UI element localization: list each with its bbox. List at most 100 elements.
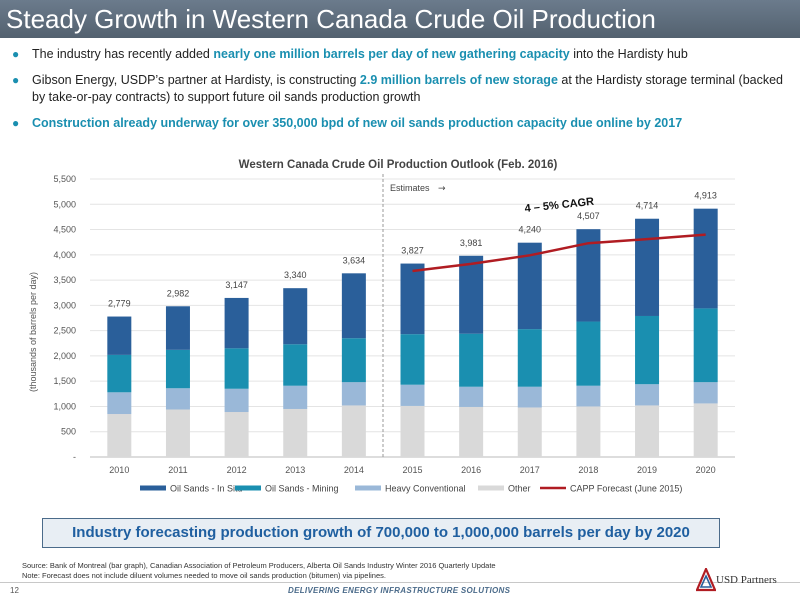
- bullet-icon: ●: [12, 47, 20, 61]
- footer-divider: [0, 582, 800, 583]
- bar-segment: [341, 338, 366, 383]
- bar-total-label: 3,340: [284, 270, 307, 280]
- bar-segment: [224, 388, 249, 413]
- y-tick-label: 3,000: [53, 300, 76, 310]
- x-tick-label: 2016: [461, 465, 481, 475]
- x-tick-label: 2010: [109, 465, 129, 475]
- source-notes: Source: Bank of Montreal (bar graph), Ca…: [22, 561, 496, 581]
- bar-segment: [459, 386, 484, 407]
- bar-segment: [107, 316, 132, 355]
- bar-total-label: 3,981: [460, 238, 483, 248]
- bullet-icon: ●: [12, 116, 20, 130]
- bar-total-label: 3,634: [343, 255, 366, 265]
- x-tick-label: 2011: [168, 465, 187, 475]
- bar-segment: [283, 288, 308, 345]
- bar-segment: [283, 385, 308, 409]
- source-line: Source: Bank of Montreal (bar graph), Ca…: [22, 561, 496, 570]
- bar-segment: [283, 408, 308, 457]
- bar-segment: [459, 406, 484, 457]
- bar-segment: [400, 334, 425, 385]
- y-tick-label: 4,500: [53, 225, 76, 235]
- bar-segment: [165, 388, 190, 410]
- x-tick-label: 2014: [344, 465, 364, 475]
- bar-segment: [576, 385, 601, 407]
- y-tick-label: 1,000: [53, 401, 76, 411]
- y-tick-label: 1,500: [53, 376, 76, 386]
- legend-swatch: [140, 485, 166, 491]
- bullet-item: ● Gibson Energy, USDP’s partner at Hardis…: [10, 72, 790, 106]
- note-line: Note: Forecast does not include diluent …: [22, 571, 386, 580]
- y-axis-label: (thousands of barrels per day): [28, 272, 38, 392]
- bar-segment: [107, 392, 132, 415]
- bullet-text: The industry has recently added: [32, 47, 214, 61]
- bar-segment: [517, 386, 542, 408]
- bar-segment: [224, 412, 249, 457]
- legend-label: CAPP Forecast (June 2015): [570, 484, 682, 494]
- bar-total-label: 4,714: [636, 201, 659, 211]
- bullet-item: ● The industry has recently added nearly …: [10, 46, 790, 63]
- y-tick-label: 5,000: [53, 199, 76, 209]
- logo-text: USD Partners: [716, 574, 777, 586]
- bar-segment: [165, 409, 190, 457]
- bar-total-label: 2,982: [167, 288, 190, 298]
- legend-swatch: [355, 485, 381, 491]
- y-tick-label: 4,000: [53, 250, 76, 260]
- bullet-highlight: nearly one million barrels per day of ne…: [213, 47, 570, 61]
- legend-label: Oil Sands - In Situ: [170, 484, 243, 494]
- y-tick-label: 500: [61, 427, 76, 437]
- y-tick-label: 2,000: [53, 351, 76, 361]
- bullet-list: ● The industry has recently added nearly …: [10, 46, 790, 141]
- bullet-highlight: 2.9 million barrels of new storage: [359, 73, 558, 87]
- bar-segment: [459, 255, 484, 334]
- page-number: 12: [10, 586, 19, 595]
- bar-segment: [107, 414, 132, 457]
- bar-segment: [341, 382, 366, 406]
- bar-segment: [576, 321, 601, 386]
- bar-segment: [693, 208, 718, 309]
- bar-segment: [341, 273, 366, 339]
- legend-label: Other: [508, 484, 531, 494]
- bullet-highlight: Construction already underway for over 3…: [32, 116, 683, 130]
- forecast-banner: Industry forecasting production growth o…: [42, 518, 720, 548]
- chart-title: Western Canada Crude Oil Production Outl…: [239, 159, 558, 171]
- bar-segment: [224, 348, 249, 389]
- y-tick-label: -: [73, 452, 76, 462]
- bar-segment: [635, 218, 660, 316]
- x-tick-label: 2013: [285, 465, 305, 475]
- bar-segment: [107, 354, 132, 393]
- bar-segment: [283, 344, 308, 386]
- production-chart: Western Canada Crude Oil Production Outl…: [28, 159, 735, 494]
- bar-segment: [517, 407, 542, 457]
- bar-segment: [693, 403, 718, 457]
- bar-segment: [693, 308, 718, 383]
- x-tick-label: 2020: [696, 465, 716, 475]
- bullet-item: ● Construction already underway for over …: [10, 115, 790, 132]
- bullet-text: at the Hardisty storage terminal (backed…: [32, 73, 784, 104]
- bar-total-label: 3,827: [401, 246, 424, 256]
- bar-total-label: 2,779: [108, 299, 131, 309]
- estimates-label: Estimates: [390, 183, 430, 193]
- legend-label: Heavy Conventional: [385, 484, 466, 494]
- title-bar: Steady Growth in Western Canada Crude Oi…: [0, 0, 800, 38]
- legend-swatch: [235, 485, 261, 491]
- bar-segment: [635, 315, 660, 385]
- bar-total-label: 4,507: [577, 211, 600, 221]
- logo-mark-icon: [696, 568, 716, 592]
- x-tick-label: 2015: [402, 465, 422, 475]
- bar-total-label: 4,913: [694, 191, 717, 201]
- bullet-icon: ●: [12, 73, 20, 87]
- bar-segment: [459, 333, 484, 387]
- y-tick-label: 2,500: [53, 326, 76, 336]
- x-tick-label: 2019: [637, 465, 657, 475]
- bar-segment: [341, 405, 366, 457]
- bar-segment: [400, 384, 425, 406]
- bar-segment: [576, 406, 601, 457]
- x-tick-label: 2017: [520, 465, 540, 475]
- page-title: Steady Growth in Western Canada Crude Oi…: [6, 4, 656, 34]
- bar-total-label: 3,147: [225, 280, 248, 290]
- y-tick-label: 3,500: [53, 275, 76, 285]
- legend-swatch: [478, 485, 504, 491]
- company-logo: USD Partners: [696, 566, 800, 596]
- bar-segment: [635, 405, 660, 457]
- bullet-text: into the Hardisty hub: [569, 47, 688, 61]
